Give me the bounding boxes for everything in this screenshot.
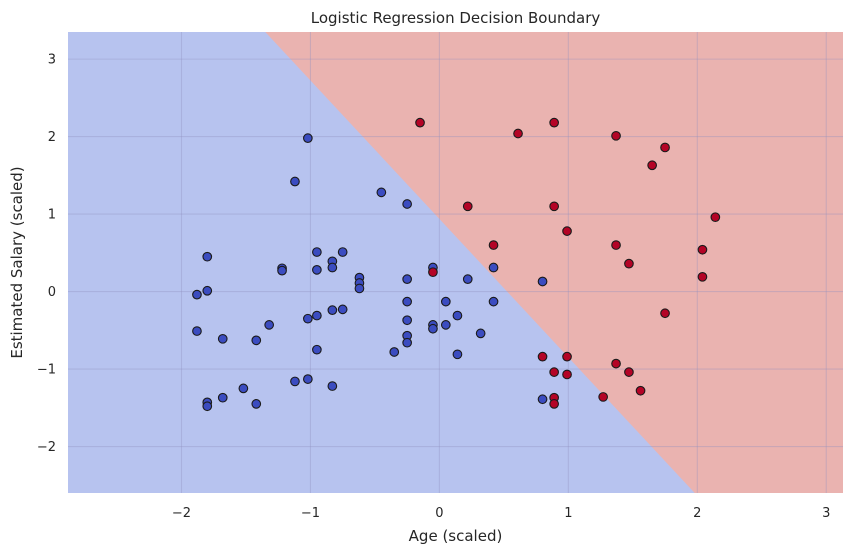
x-axis-label: Age (scaled) bbox=[409, 527, 503, 545]
data-point-class-0 bbox=[488, 262, 499, 273]
y-axis-label: Estimated Salary (scaled) bbox=[8, 166, 26, 358]
data-point-class-0 bbox=[337, 247, 348, 257]
data-point-class-1 bbox=[697, 244, 708, 255]
data-point-class-0 bbox=[277, 265, 287, 276]
data-point-class-1 bbox=[710, 212, 721, 223]
data-point-class-1 bbox=[660, 308, 670, 319]
y-tick-label: 1 bbox=[48, 208, 56, 223]
data-point-class-1 bbox=[624, 258, 634, 269]
data-point-class-0 bbox=[327, 262, 338, 273]
data-point-class-0 bbox=[537, 276, 548, 287]
data-point-class-0 bbox=[290, 176, 300, 187]
data-point-class-0 bbox=[238, 383, 249, 394]
data-point-class-0 bbox=[402, 296, 412, 307]
decision-regions bbox=[68, 32, 843, 493]
data-point-class-1 bbox=[697, 271, 708, 282]
data-point-class-1 bbox=[611, 130, 621, 141]
data-point-class-1 bbox=[415, 117, 425, 128]
data-point-class-1 bbox=[549, 117, 559, 128]
data-point-class-0 bbox=[202, 251, 213, 262]
data-points bbox=[192, 117, 721, 412]
data-point-class-1 bbox=[537, 351, 548, 362]
data-point-class-0 bbox=[488, 296, 499, 307]
data-point-class-0 bbox=[428, 323, 438, 334]
data-point-class-0 bbox=[264, 320, 275, 330]
x-axis-ticks: −2 −1 0 1 2 3 bbox=[172, 506, 830, 521]
data-point-class-0 bbox=[303, 133, 313, 143]
data-point-class-0 bbox=[376, 187, 387, 198]
x-tick-label: 2 bbox=[693, 506, 701, 521]
data-point-class-0 bbox=[452, 349, 463, 360]
data-point-class-0 bbox=[402, 199, 412, 209]
data-point-class-1 bbox=[660, 142, 670, 153]
data-point-class-1 bbox=[562, 351, 572, 362]
y-tick-label: 2 bbox=[48, 130, 56, 145]
data-point-class-0 bbox=[192, 326, 202, 336]
x-tick-label: 1 bbox=[564, 506, 572, 521]
data-point-class-0 bbox=[202, 285, 213, 296]
data-point-class-0 bbox=[537, 394, 548, 405]
data-point-class-0 bbox=[303, 374, 313, 384]
y-tick-label: 0 bbox=[48, 285, 56, 300]
data-point-class-0 bbox=[402, 315, 412, 326]
x-tick-label: 0 bbox=[435, 506, 443, 521]
x-tick-label: 3 bbox=[822, 506, 830, 521]
data-point-class-0 bbox=[327, 381, 338, 391]
data-point-class-1 bbox=[611, 358, 621, 369]
data-point-class-0 bbox=[251, 335, 262, 346]
y-tick-label: −1 bbox=[37, 363, 56, 378]
x-tick-label: −2 bbox=[172, 506, 191, 521]
data-point-class-0 bbox=[251, 399, 262, 409]
data-point-class-0 bbox=[202, 401, 213, 412]
data-point-class-0 bbox=[337, 304, 348, 315]
data-point-class-0 bbox=[312, 344, 322, 355]
data-point-class-0 bbox=[389, 347, 400, 357]
data-point-class-0 bbox=[312, 265, 322, 275]
data-point-class-0 bbox=[217, 392, 228, 403]
data-point-class-0 bbox=[402, 337, 412, 348]
data-point-class-0 bbox=[192, 289, 202, 300]
data-point-class-1 bbox=[647, 160, 658, 171]
data-point-class-1 bbox=[462, 201, 473, 212]
y-tick-label: −2 bbox=[37, 440, 56, 455]
data-point-class-1 bbox=[549, 201, 559, 212]
chart-title: Logistic Regression Decision Boundary bbox=[311, 9, 601, 27]
data-point-class-0 bbox=[462, 274, 473, 285]
data-point-class-1 bbox=[635, 385, 646, 396]
plot-area bbox=[68, 32, 843, 493]
data-point-class-1 bbox=[624, 367, 634, 377]
data-point-class-1 bbox=[562, 369, 572, 380]
data-point-class-0 bbox=[303, 313, 313, 324]
data-point-class-0 bbox=[475, 328, 486, 339]
data-point-class-1 bbox=[562, 226, 572, 236]
data-point-class-0 bbox=[217, 333, 228, 344]
data-point-class-1 bbox=[611, 240, 621, 250]
y-axis-ticks: −2 −1 0 1 2 3 bbox=[37, 53, 56, 455]
data-point-class-0 bbox=[440, 296, 451, 307]
data-point-class-0 bbox=[312, 310, 322, 321]
data-point-class-0 bbox=[327, 305, 338, 315]
data-point-class-0 bbox=[402, 274, 412, 285]
data-point-class-1 bbox=[549, 367, 559, 377]
data-point-class-1 bbox=[598, 392, 608, 402]
y-tick-label: 3 bbox=[48, 53, 56, 68]
x-tick-label: −1 bbox=[301, 506, 320, 521]
data-point-class-0 bbox=[440, 320, 451, 330]
data-point-class-0 bbox=[354, 283, 365, 294]
data-point-class-1 bbox=[488, 240, 499, 250]
data-point-class-1 bbox=[513, 128, 523, 139]
data-point-class-0 bbox=[290, 376, 300, 387]
data-point-class-1 bbox=[549, 399, 559, 409]
region-class-1 bbox=[265, 32, 843, 493]
data-point-class-1 bbox=[428, 267, 438, 278]
data-point-class-0 bbox=[452, 310, 463, 321]
data-point-class-0 bbox=[312, 247, 322, 257]
